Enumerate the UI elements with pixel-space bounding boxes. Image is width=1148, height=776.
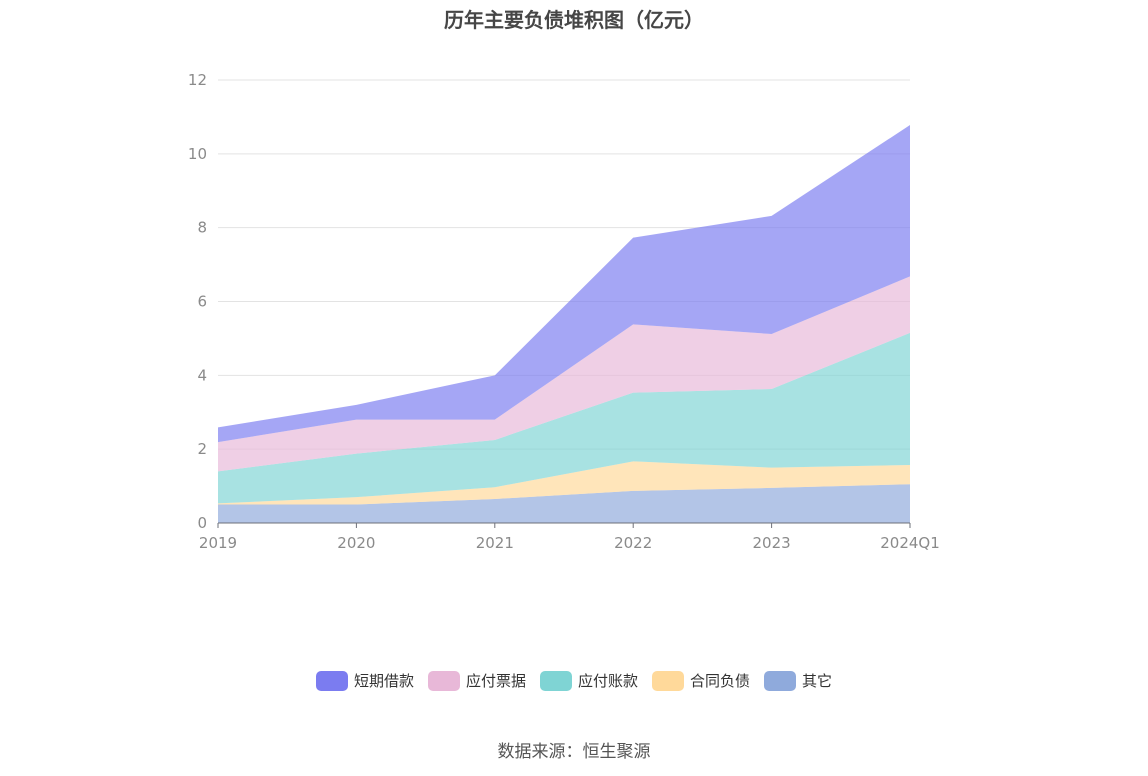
y-tick-label: 6	[197, 293, 207, 311]
legend-label: 应付账款	[577, 672, 638, 690]
x-tick-label: 2023	[753, 534, 791, 552]
stacked-area-chart: 0 2 4 6 8 10 12 2019 2020 2021 2022 2023 2024Q1	[188, 71, 940, 552]
legend-swatch	[764, 670, 797, 691]
x-tick-label: 2019	[199, 534, 237, 552]
x-tick-label: 2022	[614, 534, 652, 552]
y-tick-label: 4	[197, 366, 207, 384]
legend-swatch	[427, 670, 460, 691]
legend-swatch	[315, 670, 348, 691]
area-series-2	[218, 332, 910, 504]
y-tick-label: 0	[197, 514, 207, 532]
y-tick-label: 10	[188, 145, 207, 163]
legend-item[interactable]: 短期借款	[315, 670, 414, 691]
legend-item[interactable]: 应付账款	[539, 670, 638, 691]
data-source: 数据来源：恒生聚源	[497, 742, 651, 762]
y-tick-label: 2	[197, 440, 207, 458]
chart-title: 历年主要负债堆积图（亿元）	[444, 8, 704, 32]
legend-item[interactable]: 合同负债	[652, 670, 750, 691]
legend-swatch	[652, 670, 684, 691]
area-series	[218, 125, 910, 523]
area-series-3	[218, 276, 910, 472]
legend-label: 其它	[802, 672, 833, 690]
legend-swatch	[539, 670, 572, 691]
x-tick-label: 2024Q1	[880, 534, 940, 552]
legend: 短期借款 应付票据 应付账款 合同负债 其它	[0, 670, 1148, 691]
legend-label: 应付票据	[465, 672, 526, 690]
legend-label: 合同负债	[690, 672, 751, 690]
area-series-1	[218, 461, 910, 505]
area-series-4	[218, 125, 910, 443]
legend-item[interactable]: 应付票据	[427, 670, 526, 691]
y-tick-label: 12	[188, 71, 207, 89]
x-tick-label: 2021	[476, 534, 514, 552]
y-tick-label: 8	[197, 219, 207, 237]
legend-label: 短期借款	[353, 672, 414, 690]
legend-item[interactable]: 其它	[764, 670, 832, 691]
axes: 0 2 4 6 8 10 12 2019 2020 2021 2022 2023 2024Q1	[188, 71, 940, 552]
area-series-0	[218, 484, 910, 523]
x-tick-label: 2020	[337, 534, 375, 552]
